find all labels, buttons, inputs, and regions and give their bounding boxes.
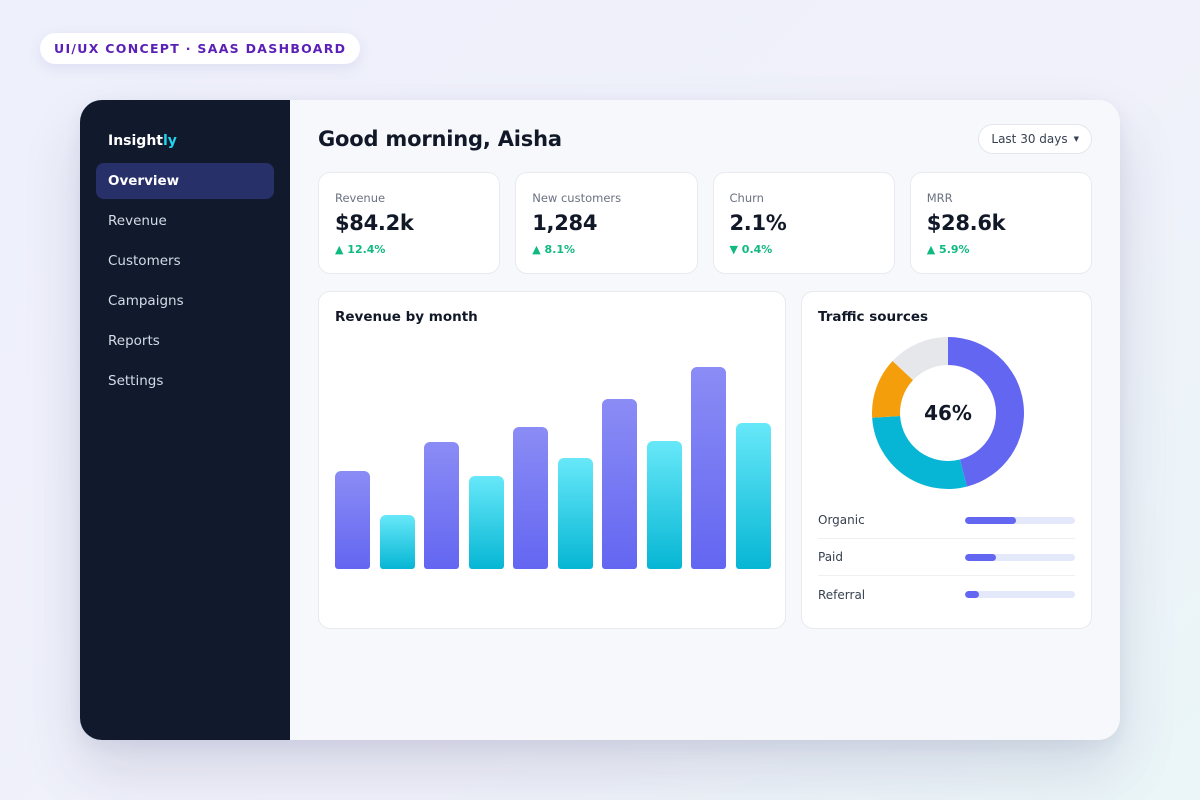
revenue-bar-3[interactable] [424, 442, 460, 569]
stat-card-mrr[interactable]: MRR $28.6k ▲ 5.9% [909, 172, 1092, 274]
stat-delta: ▲ 5.9% [926, 243, 970, 256]
concept-tag: UI/UX CONCEPT · SAAS DASHBOARD [40, 33, 361, 64]
page-header: Good morning, Aisha Last 30 days ▼ [318, 124, 1092, 154]
revenue-bar-7[interactable] [602, 398, 638, 569]
date-range-label: Last 30 days [991, 132, 1068, 146]
stat-value: 2.1% [729, 211, 787, 235]
source-progress-fill [965, 553, 996, 561]
app-logo[interactable]: Insightly [96, 132, 274, 150]
sidebar-item-reports[interactable]: Reports [108, 333, 160, 349]
sidebar-item-revenue[interactable]: Revenue [108, 213, 167, 229]
donut-slice-1[interactable] [948, 337, 1024, 487]
donut-center-value: 46% [924, 401, 972, 425]
source-progress-track [965, 591, 1075, 598]
traffic-donut-chart [872, 337, 1024, 489]
stat-card-revenue[interactable]: Revenue $84.2k ▲ 12.4% [318, 172, 501, 274]
stat-value: 1,284 [532, 211, 598, 235]
source-row-organic: Organic [818, 502, 1075, 539]
revenue-bar-5[interactable] [513, 426, 549, 569]
page-title: Good morning, Aisha [318, 127, 562, 151]
stat-delta: ▼ 0.4% [729, 243, 773, 256]
donut-slice-4[interactable] [892, 337, 948, 381]
stat-delta: ▲ 12.4% [335, 243, 386, 256]
donut-slice-3[interactable] [872, 360, 914, 418]
revenue-chart-title: Revenue by month [335, 309, 478, 325]
source-progress-track [965, 553, 1075, 561]
stat-card-new-customers[interactable]: New customers 1,284 ▲ 8.1% [515, 172, 698, 274]
sidebar-item-campaigns[interactable]: Campaigns [108, 293, 184, 309]
source-progress-fill [965, 516, 1016, 524]
stat-card-churn[interactable]: Churn 2.1% ▼ 0.4% [712, 172, 895, 274]
source-progress-fill [965, 591, 980, 598]
stat-delta: ▲ 8.1% [532, 243, 576, 256]
stat-label: Churn [729, 191, 764, 205]
source-label: Organic [818, 513, 865, 527]
source-row-referral: Referral [818, 576, 1075, 613]
revenue-bar-2[interactable] [379, 514, 415, 569]
source-row-paid: Paid [818, 539, 1075, 576]
logo-text: Insight [108, 133, 163, 149]
dashboard-window: Insightly Overview Revenue Customers Cam… [80, 100, 1120, 740]
revenue-bar-9[interactable] [691, 366, 727, 569]
sidebar-nav: Overview Revenue Customers Campaigns Rep… [96, 163, 274, 399]
sidebar-item-settings[interactable]: Settings [108, 373, 164, 389]
caret-down-icon: ▼ [1073, 135, 1079, 143]
charts-row: Revenue by month Traffic sources 46% Org… [318, 291, 1092, 629]
traffic-sources-title: Traffic sources [818, 309, 929, 325]
source-label: Paid [818, 550, 844, 564]
sidebar-item-customers[interactable]: Customers [108, 253, 181, 269]
revenue-bar-10[interactable] [735, 423, 771, 569]
stat-label: New customers [532, 191, 622, 205]
traffic-sources-list: Organic Paid Referral [818, 502, 1075, 613]
source-progress-track [965, 516, 1075, 524]
main-content: Good morning, Aisha Last 30 days ▼ Reven… [290, 100, 1120, 740]
revenue-bar-6[interactable] [557, 458, 593, 569]
source-label: Referral [818, 587, 866, 602]
stat-label: Revenue [335, 191, 386, 205]
revenue-bar-1[interactable] [335, 470, 370, 569]
revenue-bar-4[interactable] [468, 475, 504, 569]
logo-accent-text: ly [163, 133, 177, 149]
sidebar: Insightly Overview Revenue Customers Cam… [80, 100, 290, 740]
stat-value: $84.2k [335, 211, 414, 235]
revenue-chart-card: Revenue by month [318, 291, 786, 629]
sidebar-item-overview[interactable]: Overview [96, 163, 274, 199]
revenue-bars [335, 344, 771, 569]
traffic-sources-card: Traffic sources 46% Organic Paid Referra… [801, 291, 1092, 629]
stat-label: MRR [926, 191, 953, 205]
donut-slice-2[interactable] [872, 416, 967, 489]
stat-cards: Revenue $84.2k ▲ 12.4% New customers 1,2… [318, 172, 1092, 274]
date-range-dropdown[interactable]: Last 30 days ▼ [978, 124, 1092, 154]
stat-value: $28.6k [926, 211, 1006, 235]
revenue-bar-8[interactable] [646, 440, 682, 569]
